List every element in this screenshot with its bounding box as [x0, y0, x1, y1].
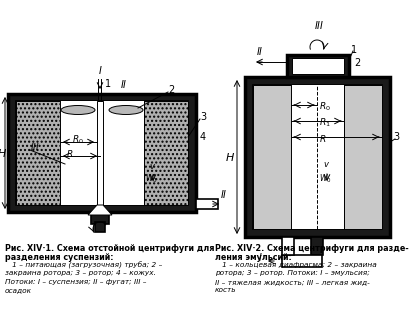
- Text: разделения суспензий:: разделения суспензий:: [5, 253, 113, 262]
- Text: 2: 2: [353, 58, 359, 68]
- Bar: [281, 237, 293, 255]
- Text: $II$: $II$: [256, 45, 263, 57]
- Text: 3: 3: [199, 112, 206, 122]
- Bar: [95, 222, 105, 232]
- Text: 1 – кольцевая диафрагма; 2 – закраина: 1 – кольцевая диафрагма; 2 – закраина: [214, 262, 376, 268]
- Bar: [290, 85, 343, 229]
- Text: $II$: $II$: [120, 78, 127, 90]
- Text: $R_0$: $R_0$: [72, 134, 84, 146]
- Bar: [252, 85, 381, 229]
- Text: Рис. XIV·2. Схема центрифуги для разде-: Рис. XIV·2. Схема центрифуги для разде-: [214, 244, 408, 253]
- Text: $v$: $v$: [323, 160, 330, 169]
- Text: $W_0$: $W_0$: [144, 173, 157, 185]
- Text: кость: кость: [214, 287, 236, 294]
- Text: $R$: $R$: [318, 134, 325, 144]
- Bar: [252, 85, 290, 229]
- Text: $III$: $III$: [30, 142, 40, 153]
- Text: $II$: $II$: [219, 188, 227, 200]
- Text: $I$: $I$: [258, 251, 262, 263]
- Polygon shape: [88, 205, 112, 215]
- Text: $R$: $R$: [66, 149, 73, 159]
- Bar: [281, 255, 321, 267]
- Bar: [286, 55, 348, 77]
- Bar: [60, 101, 144, 205]
- Text: $R_0$: $R_0$: [318, 101, 330, 113]
- Bar: [16, 101, 188, 205]
- Text: 2: 2: [168, 85, 174, 95]
- Text: 3: 3: [392, 132, 398, 142]
- Text: II – тяжелая жидкость; III – легкая жид-: II – тяжелая жидкость; III – легкая жид-: [214, 279, 369, 285]
- Text: Потоки: I – суспензия; II – фугат; III –: Потоки: I – суспензия; II – фугат; III –: [5, 279, 146, 285]
- Text: $W_0$: $W_0$: [318, 173, 330, 185]
- Text: 4: 4: [199, 132, 206, 142]
- Bar: [310, 237, 322, 255]
- Text: ротора; 3 – ротор. Потоки: I – эмульсия;: ротора; 3 – ротор. Потоки: I – эмульсия;: [214, 271, 369, 276]
- Bar: [195, 199, 218, 209]
- Bar: [8, 94, 195, 212]
- Text: $I$: $I$: [97, 64, 102, 76]
- Bar: [244, 77, 389, 237]
- Text: 1: 1: [350, 45, 356, 55]
- Text: ления эмульсий:: ления эмульсий:: [214, 253, 291, 262]
- Text: $III$: $III$: [313, 19, 323, 31]
- Text: $R_1$: $R_1$: [318, 117, 330, 129]
- Text: Рис. XIV·1. Схема отстойной центрифуги для: Рис. XIV·1. Схема отстойной центрифуги д…: [5, 244, 214, 253]
- Ellipse shape: [61, 105, 95, 115]
- Bar: [343, 85, 381, 229]
- Ellipse shape: [109, 105, 142, 115]
- Text: $H$: $H$: [224, 151, 235, 163]
- Bar: [16, 101, 60, 205]
- Bar: [91, 214, 109, 224]
- Bar: [291, 58, 343, 74]
- Text: $v$: $v$: [149, 163, 156, 172]
- Text: 1: 1: [105, 79, 111, 89]
- Text: закраина ротора; 3 – ротор; 4 – кожух.: закраина ротора; 3 – ротор; 4 – кожух.: [5, 271, 156, 276]
- Bar: [144, 101, 188, 205]
- Text: 1 – питающая (загрузочная) труба; 2 –: 1 – питающая (загрузочная) труба; 2 –: [5, 262, 162, 269]
- Text: осадок: осадок: [5, 287, 32, 294]
- Text: $H$: $H$: [0, 147, 7, 159]
- Bar: [97, 101, 103, 205]
